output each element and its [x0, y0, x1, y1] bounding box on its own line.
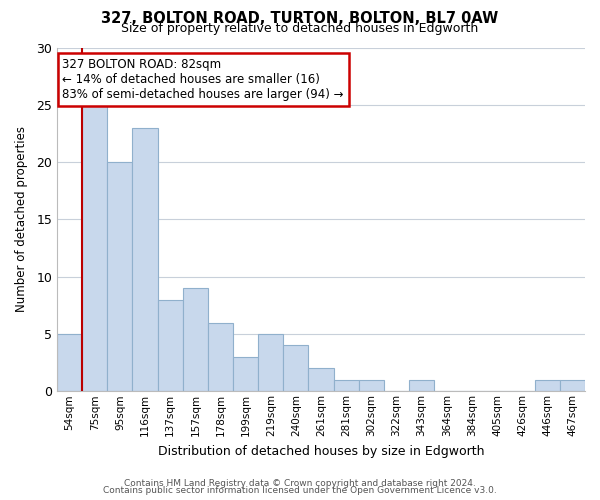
Y-axis label: Number of detached properties: Number of detached properties [15, 126, 28, 312]
Bar [133, 128, 158, 392]
Bar [535, 380, 560, 392]
Text: 327, BOLTON ROAD, TURTON, BOLTON, BL7 0AW: 327, BOLTON ROAD, TURTON, BOLTON, BL7 0A… [101, 11, 499, 26]
Bar [158, 300, 183, 392]
Bar [560, 380, 585, 392]
Bar [359, 380, 384, 392]
Text: 327 BOLTON ROAD: 82sqm
← 14% of detached houses are smaller (16)
83% of semi-det: 327 BOLTON ROAD: 82sqm ← 14% of detached… [62, 58, 344, 101]
Text: Contains HM Land Registry data © Crown copyright and database right 2024.: Contains HM Land Registry data © Crown c… [124, 478, 476, 488]
Bar [82, 105, 107, 392]
Bar [334, 380, 359, 392]
Bar [57, 334, 82, 392]
Bar [308, 368, 334, 392]
Bar [258, 334, 283, 392]
Text: Contains public sector information licensed under the Open Government Licence v3: Contains public sector information licen… [103, 486, 497, 495]
X-axis label: Distribution of detached houses by size in Edgworth: Distribution of detached houses by size … [158, 444, 484, 458]
Text: Size of property relative to detached houses in Edgworth: Size of property relative to detached ho… [121, 22, 479, 35]
Bar [208, 322, 233, 392]
Bar [107, 162, 133, 392]
Bar [283, 346, 308, 392]
Bar [233, 357, 258, 392]
Bar [409, 380, 434, 392]
Bar [183, 288, 208, 392]
